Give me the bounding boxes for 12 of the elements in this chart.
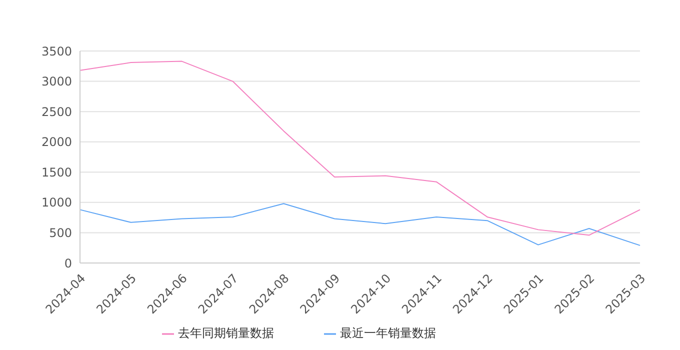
y-tick-label: 2000	[41, 135, 72, 150]
y-tick-label: 1500	[41, 165, 72, 180]
line-series	[80, 60, 640, 236]
y-tick-label: 0	[64, 256, 72, 270]
line-series	[80, 203, 640, 246]
y-tick-label: 2500	[41, 104, 72, 119]
legend-label: 最近一年销量数据	[340, 326, 436, 340]
y-tick-label: 500	[49, 226, 72, 240]
y-tick-label: 3000	[41, 74, 72, 89]
y-tick-label: 1000	[41, 196, 72, 210]
y-tick-label: 3500	[41, 44, 72, 58]
legend-label: 去年同期销量数据	[178, 326, 274, 340]
